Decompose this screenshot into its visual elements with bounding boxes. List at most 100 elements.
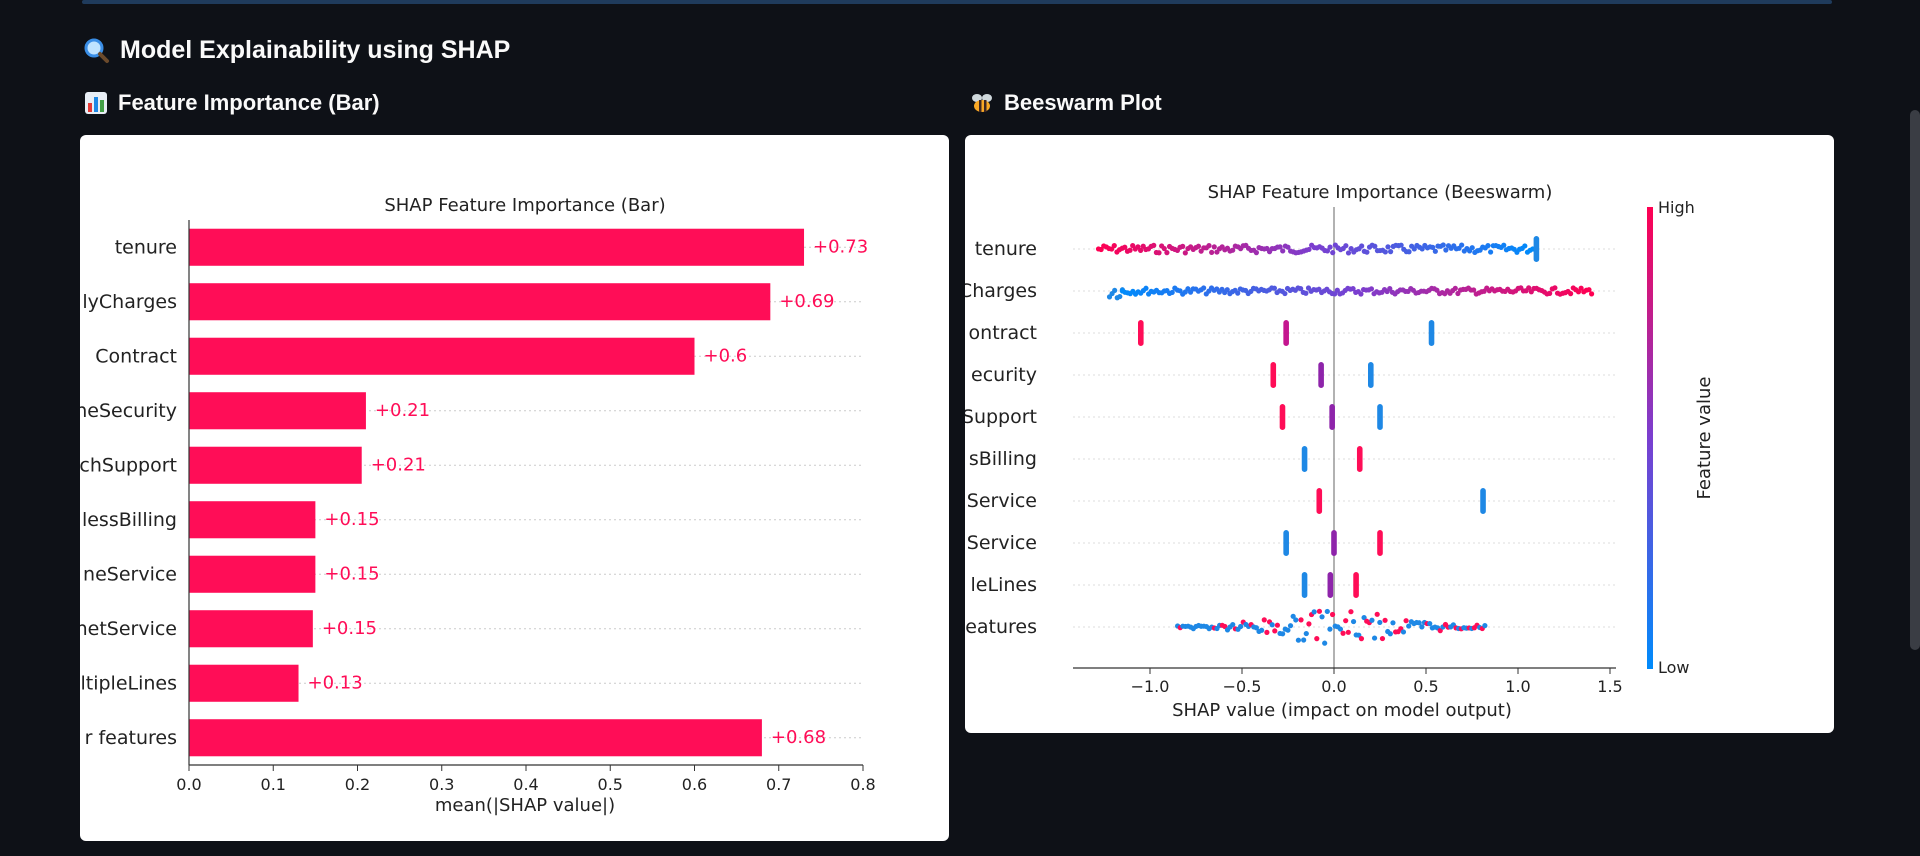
beeswarm-point — [1387, 286, 1393, 292]
beeswarm-point — [1552, 285, 1558, 291]
bar-value-label: +0.13 — [308, 672, 363, 693]
beeswarm-cluster — [1138, 320, 1144, 346]
beeswarm-cluster — [1533, 236, 1540, 262]
beeswarm-feature-label: leLines — [971, 574, 1037, 596]
beeswarm-x-tick-label: 0.0 — [1321, 677, 1346, 696]
beeswarm-point — [1488, 249, 1494, 255]
beeswarm-point — [1280, 248, 1286, 254]
beeswarm-point — [1501, 242, 1507, 248]
beeswarm-point — [1578, 285, 1584, 291]
beeswarm-point — [1295, 637, 1302, 643]
beeswarm-point — [1112, 287, 1118, 294]
beeswarm-point — [1385, 244, 1391, 250]
beeswarm-point — [1290, 613, 1296, 619]
beeswarm-point — [1343, 243, 1349, 249]
bar-value-label: +0.15 — [324, 509, 379, 530]
colorbar-title: Feature value — [1694, 377, 1715, 500]
bar-3 — [189, 392, 366, 430]
bar-category-label: Contract — [95, 345, 177, 367]
beeswarm-cluster — [1480, 488, 1486, 514]
beeswarm-point — [1161, 245, 1167, 252]
beeswarm-point — [1547, 290, 1553, 296]
beeswarm-point — [1230, 247, 1236, 253]
bar-x-tick-label: 0.1 — [261, 775, 286, 794]
bar-panel-heading: Feature Importance (Bar) — [82, 86, 380, 120]
beeswarm-point — [1269, 622, 1275, 628]
top-divider — [82, 0, 1832, 4]
beeswarm-point — [1371, 635, 1378, 641]
beeswarm-feature-label: ontract — [969, 322, 1037, 344]
beeswarm-point — [1471, 287, 1477, 293]
colorbar-low-label: Low — [1658, 658, 1690, 677]
beeswarm-point — [1195, 243, 1202, 249]
beeswarm-cluster — [1331, 530, 1337, 556]
beeswarm-point — [1322, 640, 1328, 646]
beeswarm-feature-label: Service — [967, 532, 1037, 554]
beeswarm-point — [1259, 627, 1265, 633]
beeswarm-cluster — [1270, 362, 1277, 388]
beeswarm-point — [1301, 637, 1307, 643]
beeswarm-point — [1327, 244, 1333, 250]
beeswarm-point — [1224, 287, 1230, 293]
beeswarm-point — [1361, 614, 1367, 621]
beeswarm-point — [1211, 244, 1217, 250]
beeswarm-point — [1369, 617, 1375, 623]
beeswarm-point — [1469, 245, 1475, 251]
bar-category-label: lyCharges — [82, 291, 177, 313]
beeswarm-cluster — [1301, 446, 1308, 472]
beeswarm-point — [1406, 249, 1412, 255]
beeswarm-cluster — [1356, 446, 1363, 472]
bar-x-tick-label: 0.8 — [850, 775, 875, 794]
bar-7 — [189, 610, 313, 648]
beeswarm-point — [1427, 620, 1433, 627]
beeswarm-point — [1271, 285, 1278, 291]
bar-category-label: tenure — [115, 236, 177, 258]
beeswarm-point — [1235, 290, 1241, 296]
beeswarm-chart-card: SHAP Feature Importance (Beeswarm) tenur… — [965, 135, 1834, 733]
beeswarm-point — [1164, 250, 1170, 256]
beeswarm-point — [1316, 608, 1323, 614]
beeswarm-point — [1406, 623, 1412, 629]
page-scrollbar[interactable] — [1910, 110, 1920, 650]
beeswarm-point — [1206, 243, 1212, 249]
beeswarm-point — [1452, 285, 1458, 291]
beeswarm-point — [1364, 249, 1370, 255]
beeswarm-point — [1334, 287, 1340, 293]
bar-category-label: neSecurity — [80, 400, 177, 422]
beeswarm-point — [1230, 621, 1236, 628]
beeswarm-point — [1459, 242, 1465, 248]
bar-9 — [189, 719, 762, 757]
beeswarm-x-tick-label: −1.0 — [1131, 677, 1170, 696]
beeswarm-point — [1298, 286, 1304, 292]
beeswarm-point — [1324, 608, 1330, 615]
beeswarm-point — [1377, 619, 1383, 626]
bar-x-tick-label: 0.6 — [682, 775, 707, 794]
beeswarm-point — [1419, 624, 1425, 630]
bar-chart-icon — [82, 89, 110, 117]
beeswarm-point — [1238, 623, 1244, 630]
beeswarm-point — [1522, 243, 1528, 249]
bar-x-tick-label: 0.5 — [598, 775, 623, 794]
beeswarm-point — [1430, 244, 1436, 250]
bar-category-label: netService — [80, 618, 177, 640]
beeswarm-point — [1285, 244, 1291, 250]
beeswarm-point — [1169, 289, 1175, 296]
bar-category-label: neService — [83, 563, 177, 585]
bar-value-label: +0.73 — [813, 236, 868, 257]
beeswarm-point — [1122, 244, 1128, 250]
bar-x-tick-label: 0.4 — [513, 775, 538, 794]
beeswarm-point — [1400, 629, 1407, 635]
beeswarm-point — [1388, 249, 1394, 255]
beeswarm-point — [1287, 623, 1294, 629]
beeswarm-point — [1350, 618, 1357, 625]
beeswarm-feature-label: eatures — [965, 616, 1037, 638]
beeswarm-point — [1306, 621, 1312, 627]
beeswarm-point — [1293, 617, 1299, 623]
bar-x-tick-label: 0.7 — [766, 775, 791, 794]
beeswarm-x-axis-label: SHAP value (impact on model output) — [1172, 700, 1512, 721]
beeswarm-point — [1314, 636, 1320, 642]
beeswarm-point — [1303, 290, 1309, 296]
colorbar — [1647, 207, 1653, 669]
beeswarm-cluster — [1301, 572, 1308, 598]
bar-value-label: +0.6 — [704, 345, 748, 366]
